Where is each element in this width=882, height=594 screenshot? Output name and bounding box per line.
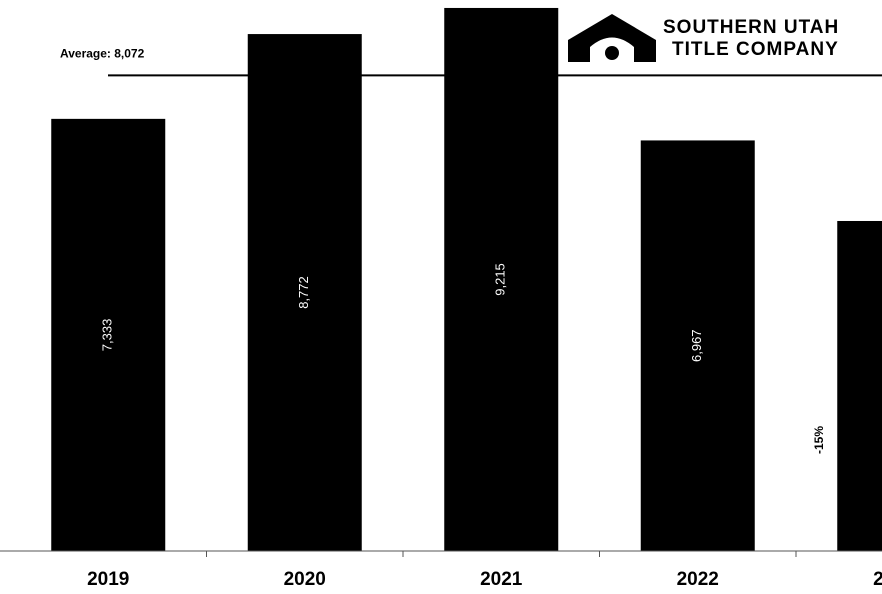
annotation: -15% [812, 426, 826, 454]
x-tick-label: 2021 [480, 569, 523, 590]
average-label: Average: 8,072 [60, 46, 145, 60]
plot: Average: 8,072 7,333 2019 8,772 2020 9,215 202… [0, 7, 882, 590]
average-label-bg [52, 43, 184, 66]
value-label: 8,772 [296, 276, 311, 309]
x-tick-label: 2020 [284, 569, 326, 590]
x-tick-label: 2023 [873, 569, 882, 590]
bar [837, 220, 882, 551]
value-label: 9,215 [493, 263, 508, 296]
bar [247, 34, 362, 551]
logo-line2: TITLE COMPANY [672, 39, 839, 60]
logo: SOUTHERN UTAH TITLE COMPANY [568, 14, 839, 62]
logo-dot [605, 46, 619, 60]
bar [444, 7, 559, 551]
bar [640, 140, 755, 551]
logo-line1: SOUTHERN UTAH [663, 17, 839, 38]
x-tick-label: 2019 [87, 569, 129, 590]
x-tick-label: 2022 [677, 569, 719, 590]
value-label: 7,333 [100, 319, 115, 352]
bar [51, 118, 166, 551]
value-label: 6,967 [689, 329, 704, 362]
